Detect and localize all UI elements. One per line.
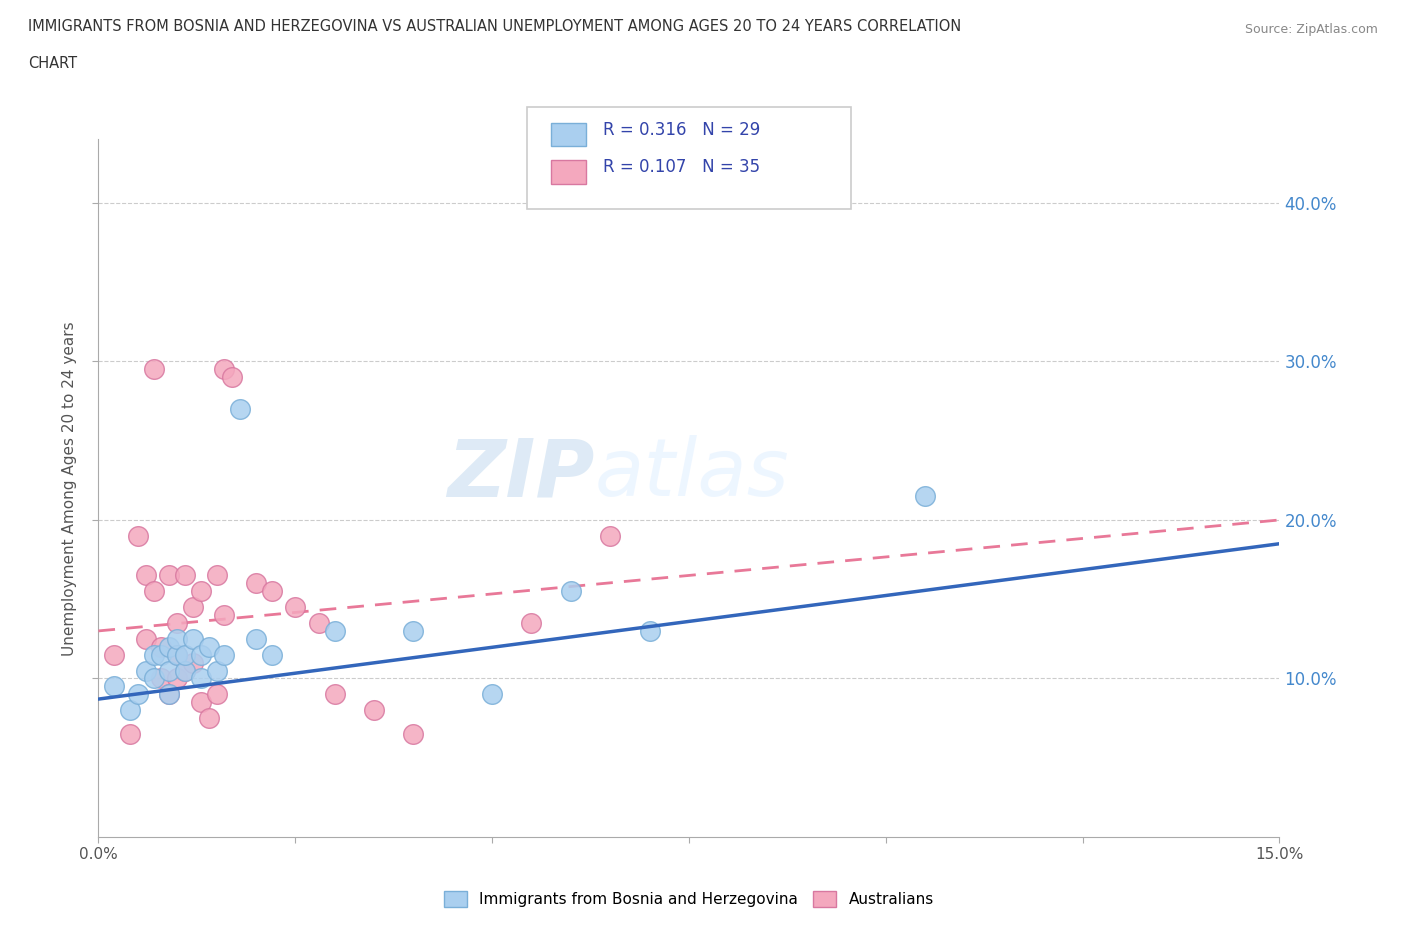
Point [166,616,188,631]
Point [363,703,385,718]
Point [284,600,307,615]
Point [135,631,157,646]
Point [205,663,228,678]
Point [166,671,188,686]
Point [308,616,330,631]
Point [260,647,283,662]
Point [245,576,267,591]
Point [135,663,157,678]
Text: atlas: atlas [595,435,789,513]
Point [214,647,236,662]
Point [402,726,425,741]
Point [481,687,503,702]
Point [142,362,165,377]
Point [142,647,165,662]
Point [323,623,346,638]
Point [174,663,197,678]
Point [118,703,141,718]
Text: ZIP: ZIP [447,435,595,513]
Point [174,647,197,662]
Text: CHART: CHART [28,56,77,71]
Point [174,663,197,678]
Point [197,639,219,654]
Point [214,362,236,377]
Point [103,647,125,662]
Point [150,671,173,686]
Point [127,528,149,543]
Point [638,623,661,638]
Point [205,687,228,702]
Point [190,584,212,599]
Point [150,647,173,662]
Point [245,631,267,646]
Point [166,647,188,662]
Point [142,671,165,686]
Point [914,489,936,504]
Point [402,623,425,638]
Point [214,607,236,622]
Point [103,679,125,694]
Legend: Immigrants from Bosnia and Herzegovina, Australians: Immigrants from Bosnia and Herzegovina, … [439,884,939,913]
Point [142,584,165,599]
Text: R = 0.107   N = 35: R = 0.107 N = 35 [603,158,761,177]
Y-axis label: Unemployment Among Ages 20 to 24 years: Unemployment Among Ages 20 to 24 years [62,321,77,656]
Text: IMMIGRANTS FROM BOSNIA AND HERZEGOVINA VS AUSTRALIAN UNEMPLOYMENT AMONG AGES 20 : IMMIGRANTS FROM BOSNIA AND HERZEGOVINA V… [28,19,962,33]
Point [599,528,621,543]
Point [229,402,252,417]
Point [190,695,212,710]
Point [181,655,204,670]
Point [166,631,188,646]
Point [150,639,173,654]
Point [190,647,212,662]
Point [205,568,228,583]
Point [260,584,283,599]
Point [197,711,219,725]
Point [221,370,243,385]
Text: Source: ZipAtlas.com: Source: ZipAtlas.com [1244,23,1378,36]
Point [157,639,180,654]
Point [118,726,141,741]
Point [157,687,180,702]
Point [157,663,180,678]
Point [135,568,157,583]
Text: R = 0.316   N = 29: R = 0.316 N = 29 [603,121,761,140]
Point [157,687,180,702]
Point [520,616,543,631]
Point [157,568,180,583]
Point [181,631,204,646]
Point [190,671,212,686]
Point [166,647,188,662]
Point [560,584,582,599]
Point [181,600,204,615]
Point [127,687,149,702]
Point [174,568,197,583]
Point [323,687,346,702]
